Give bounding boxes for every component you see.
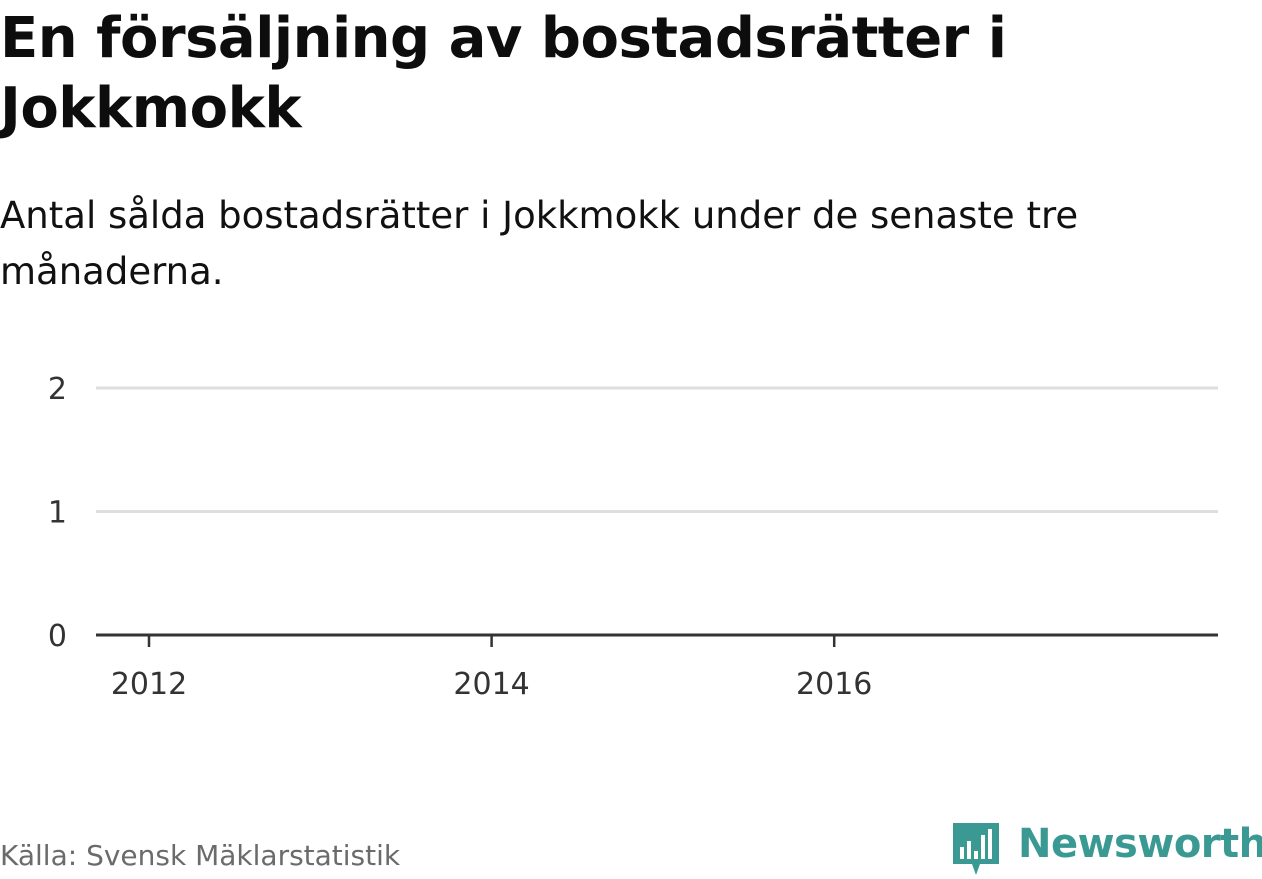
gridlines [96, 386, 1218, 513]
chart-title: En försäljning av bostadsrätter i Jokkmo… [0, 6, 1007, 141]
source-credit: Källa: Svensk Mäklarstatistik [0, 839, 401, 872]
x-tick-label: 2012 [111, 667, 187, 702]
newsworthy-logo-icon [953, 823, 999, 875]
chart-subtitle: Antal sålda bostadsrätter i Jokkmokk und… [0, 194, 1079, 293]
y-axis-tick-labels: 0 1 2 [48, 372, 67, 654]
y-tick-label: 1 [48, 496, 67, 531]
bar-chart: 012 201220142016201920212023 1 [48, 372, 1218, 702]
y-tick-label: 0 [48, 619, 67, 654]
y-tick-label: 2 [48, 372, 67, 407]
x-axis-ticks: 201220142016201920212023 [111, 635, 872, 702]
newsworthy-brand: Newsworthy [950, 818, 1262, 878]
brand-name: Newsworthy [1018, 821, 1262, 867]
x-tick-label: 2014 [453, 667, 529, 702]
x-tick-label: 2016 [796, 667, 872, 702]
